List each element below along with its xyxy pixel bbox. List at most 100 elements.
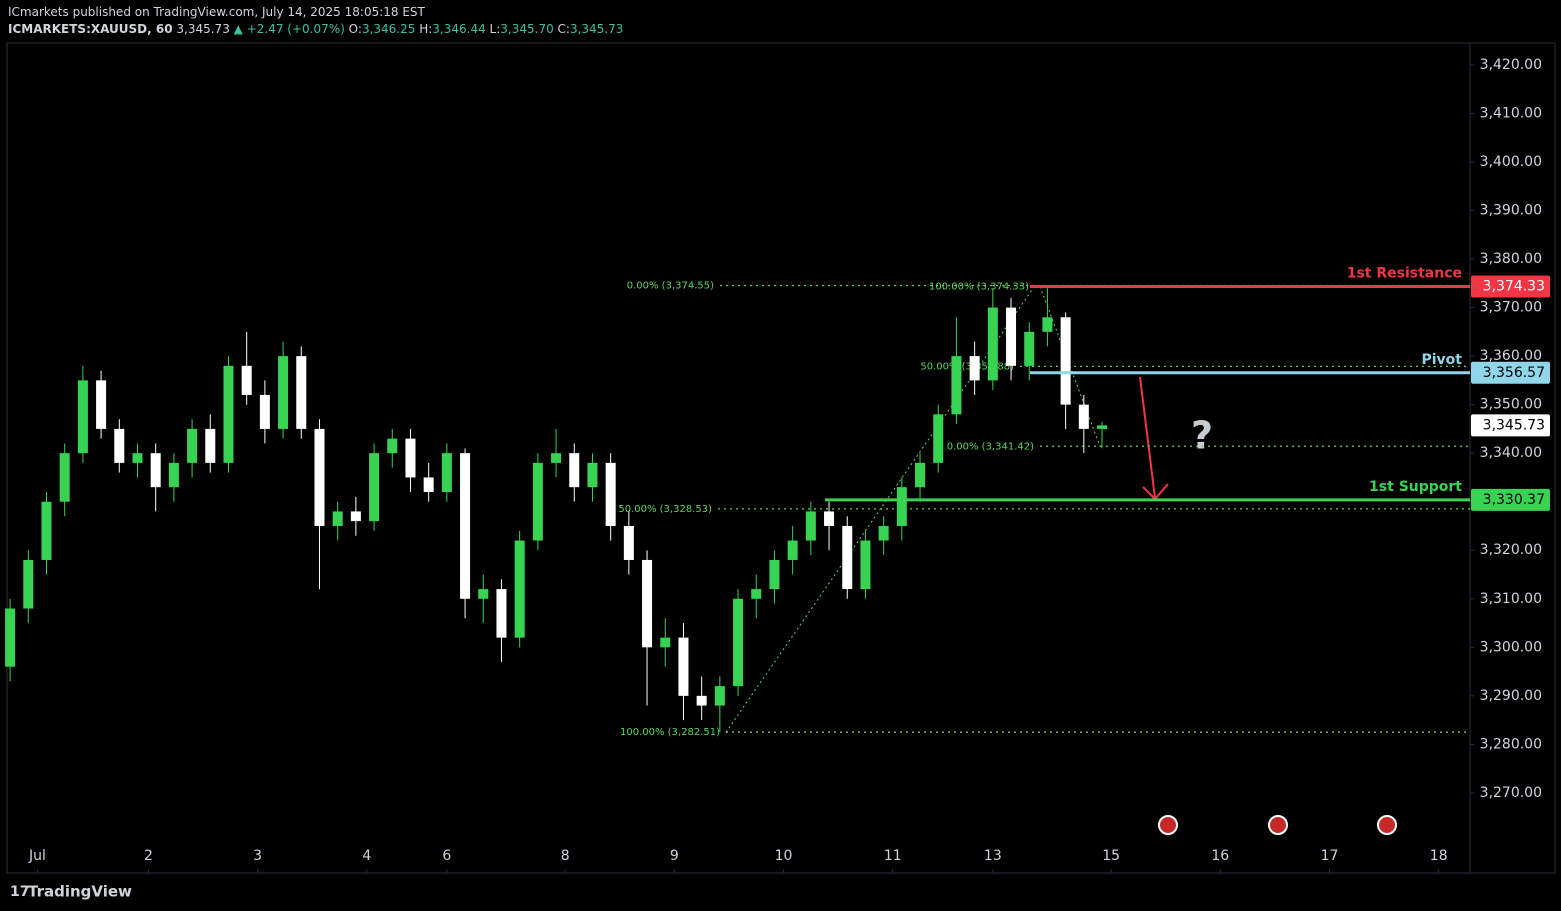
level-price: 3,374.33 xyxy=(1483,279,1545,295)
x-tick-label: 4 xyxy=(362,848,371,864)
x-tick-label: 3 xyxy=(253,848,262,864)
candle-body xyxy=(478,589,489,599)
x-tick-label: 11 xyxy=(884,848,902,864)
candle-body xyxy=(551,453,562,463)
candle-body xyxy=(423,477,434,493)
x-tick-label: 15 xyxy=(1102,848,1120,864)
annotation: ? xyxy=(1191,414,1213,458)
candle-body xyxy=(860,540,871,590)
candle-body xyxy=(587,462,598,488)
candle-body xyxy=(41,501,52,560)
x-tick-label: 6 xyxy=(442,848,451,864)
candle-body xyxy=(405,438,416,478)
candle-body xyxy=(733,598,744,687)
y-tick-label: 3,380.00 xyxy=(1480,251,1542,267)
candle-body xyxy=(23,559,34,609)
candle-body xyxy=(605,462,616,526)
candle-body xyxy=(714,686,725,706)
y-tick-label: 3,340.00 xyxy=(1480,445,1542,461)
fib-label: 50.00% (3,357.88) xyxy=(920,361,1014,372)
fib-label: 0.00% (3,374.55) xyxy=(627,280,714,291)
candle-body xyxy=(951,356,962,415)
level-tag xyxy=(1471,488,1550,511)
ohlc: O:3,346.25 H:3,346.44 L:3,345.70 C:3,345… xyxy=(349,22,624,36)
symbol-bar: ICMARKETS:XAUUSD, 60 3,345.73 ▲ +2.47 (+… xyxy=(8,22,623,36)
candle-body xyxy=(132,453,143,463)
level-price: 3,356.57 xyxy=(1483,365,1545,381)
candle-body xyxy=(168,462,179,488)
ohlc-key: C: xyxy=(557,22,570,36)
candle-body xyxy=(496,589,507,638)
candle-body xyxy=(787,540,798,560)
chart-border xyxy=(6,42,1556,874)
x-tick-label: 18 xyxy=(1430,848,1448,864)
candle-body xyxy=(369,453,380,522)
candle-body xyxy=(805,511,816,541)
ohlc-value: 3,346.44 xyxy=(432,22,486,36)
level-tag xyxy=(1471,361,1550,384)
candle-body xyxy=(5,608,16,667)
y-tick-label: 3,370.00 xyxy=(1480,300,1542,316)
candle-body xyxy=(259,394,270,429)
ohlc-value: 3,346.25 xyxy=(361,22,416,36)
event-flags xyxy=(1158,815,1397,835)
ohlc-key: O: xyxy=(348,22,362,36)
candle-body xyxy=(660,637,671,648)
y-tick-label: 3,270.00 xyxy=(1480,785,1542,801)
candle-body xyxy=(205,428,216,463)
candle-body xyxy=(696,695,707,706)
candle-body xyxy=(59,453,70,502)
candle-body xyxy=(114,428,125,463)
candle-body xyxy=(769,559,780,590)
fib-trend xyxy=(1039,286,1101,447)
candle-body xyxy=(842,525,853,590)
x-tick-label: 16 xyxy=(1211,848,1229,864)
fib-trend xyxy=(725,285,1036,733)
candle-body xyxy=(969,356,980,381)
candle-body xyxy=(278,356,289,429)
candle-body xyxy=(569,453,580,488)
fib-label: 100.00% (3,282.51) xyxy=(620,727,720,738)
candle-body xyxy=(751,589,762,599)
x-tick-label: 8 xyxy=(561,848,570,864)
candle-body xyxy=(1097,425,1108,429)
y-tick-label: 3,280.00 xyxy=(1480,736,1542,752)
x-tick-label: 13 xyxy=(984,848,1002,864)
y-tick-label: 3,420.00 xyxy=(1480,57,1542,73)
candle-body xyxy=(314,428,325,526)
candle-body xyxy=(460,453,471,599)
candle-body xyxy=(1078,404,1089,429)
fib-label: 100.00% (3,374.33) xyxy=(929,282,1029,293)
last-price: 3,345.73 xyxy=(1483,417,1545,433)
ohlc-value: 3,345.70 xyxy=(500,22,554,36)
candle-body xyxy=(878,525,889,541)
x-tick-label: Jul xyxy=(28,848,46,864)
candle-body xyxy=(1006,307,1017,366)
candle-body xyxy=(96,380,107,429)
candle-body xyxy=(241,365,252,395)
brand: TradingView xyxy=(28,883,132,901)
candle-body xyxy=(896,487,907,526)
candle-body xyxy=(642,559,653,648)
candle-body xyxy=(441,453,452,493)
candle-body xyxy=(1024,331,1035,366)
candle-body xyxy=(387,438,398,454)
candle-body xyxy=(187,428,198,463)
price: 3,345.73 xyxy=(176,22,230,36)
candle-body xyxy=(223,365,234,463)
y-tick-label: 3,410.00 xyxy=(1480,105,1542,121)
level-name: 1st Resistance xyxy=(1347,266,1462,282)
ohlc-value: 3,345.73 xyxy=(569,22,624,36)
y-tick-label: 3,400.00 xyxy=(1480,154,1542,170)
candle-body xyxy=(1042,317,1053,332)
x-tick-label: 10 xyxy=(775,848,793,864)
level-tag xyxy=(1471,275,1550,298)
candle-body xyxy=(678,637,689,696)
candle-body xyxy=(350,511,361,522)
y-tick-label: 3,300.00 xyxy=(1480,639,1542,655)
y-tick-label: 3,290.00 xyxy=(1480,688,1542,704)
candle-body xyxy=(987,307,998,381)
arrow xyxy=(1139,376,1169,501)
brand-logo: 17 xyxy=(10,884,29,900)
